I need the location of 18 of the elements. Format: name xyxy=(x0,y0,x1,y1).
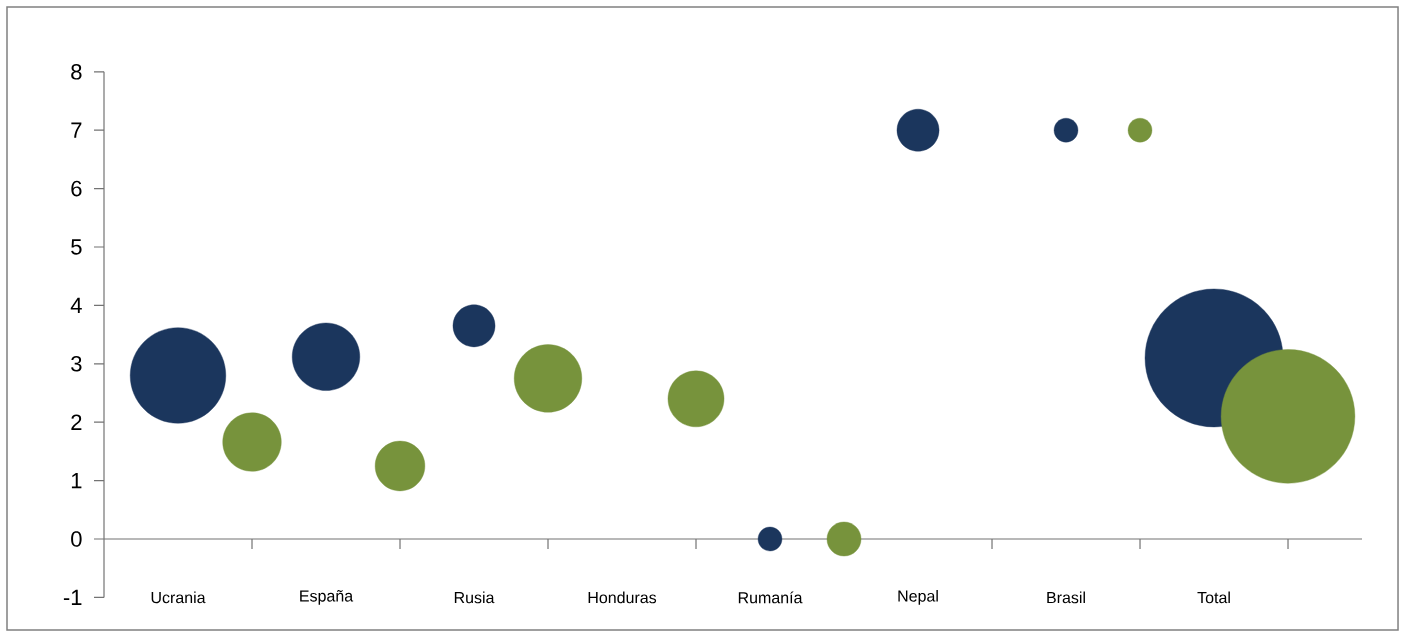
x-tick-label: España xyxy=(300,589,354,605)
y-tick-label: 1 xyxy=(71,473,82,489)
y-tick-label: 6 xyxy=(71,180,82,197)
x-tick-label: Nepal xyxy=(898,589,938,605)
y-tick-label: 0 xyxy=(71,531,82,547)
x-tick-label: Rusia xyxy=(454,591,495,604)
y-tick-label: 8 xyxy=(71,64,82,80)
x-tick-label: Brasil xyxy=(1047,591,1085,604)
y-tick-label: -1 xyxy=(63,589,82,605)
y-tick-label: 7 xyxy=(71,122,82,138)
y-tick-label: 4 xyxy=(70,297,82,313)
x-tick-label: Honduras xyxy=(588,591,657,604)
y-tick-label: 3 xyxy=(71,356,82,372)
x-tick-label: Ucrania xyxy=(151,591,206,604)
x-tick-label: Total xyxy=(1197,591,1230,604)
x-tick-label: Rumanía xyxy=(738,591,803,604)
y-tick-label: 2 xyxy=(71,414,82,430)
y-tick-label: 5 xyxy=(71,239,82,255)
